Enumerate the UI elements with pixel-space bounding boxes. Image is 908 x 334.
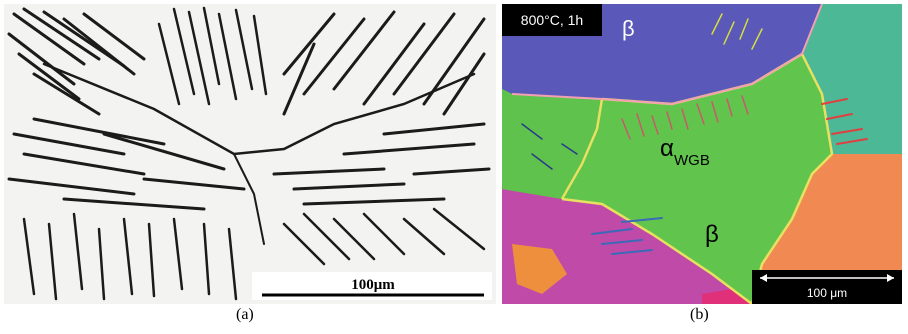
scale-bar-label-a: 100μm	[351, 277, 395, 293]
scale-bar-label-b: 100 μm	[807, 286, 847, 300]
condition-label-box	[502, 4, 602, 36]
phase-label-alpha: α	[660, 135, 674, 162]
phase-label-alpha-subscript: WGB	[674, 152, 710, 169]
condition-label: 800°C, 1h	[521, 12, 583, 28]
micrograph-ebsd: 800°C, 1h β α WGB β 100 μm	[502, 4, 902, 304]
micrograph-optical: 100μm	[4, 4, 496, 304]
scale-bar-box-b	[752, 270, 902, 304]
phase-label-beta-center: β	[705, 221, 719, 248]
micrograph-optical-image: 100μm	[4, 4, 496, 304]
caption-b: (b)	[690, 306, 709, 323]
phase-label-beta-top: β	[622, 16, 635, 41]
micrograph-ebsd-image: 800°C, 1h β α WGB β 100 μm	[502, 4, 902, 304]
caption-a: (a)	[236, 306, 254, 323]
